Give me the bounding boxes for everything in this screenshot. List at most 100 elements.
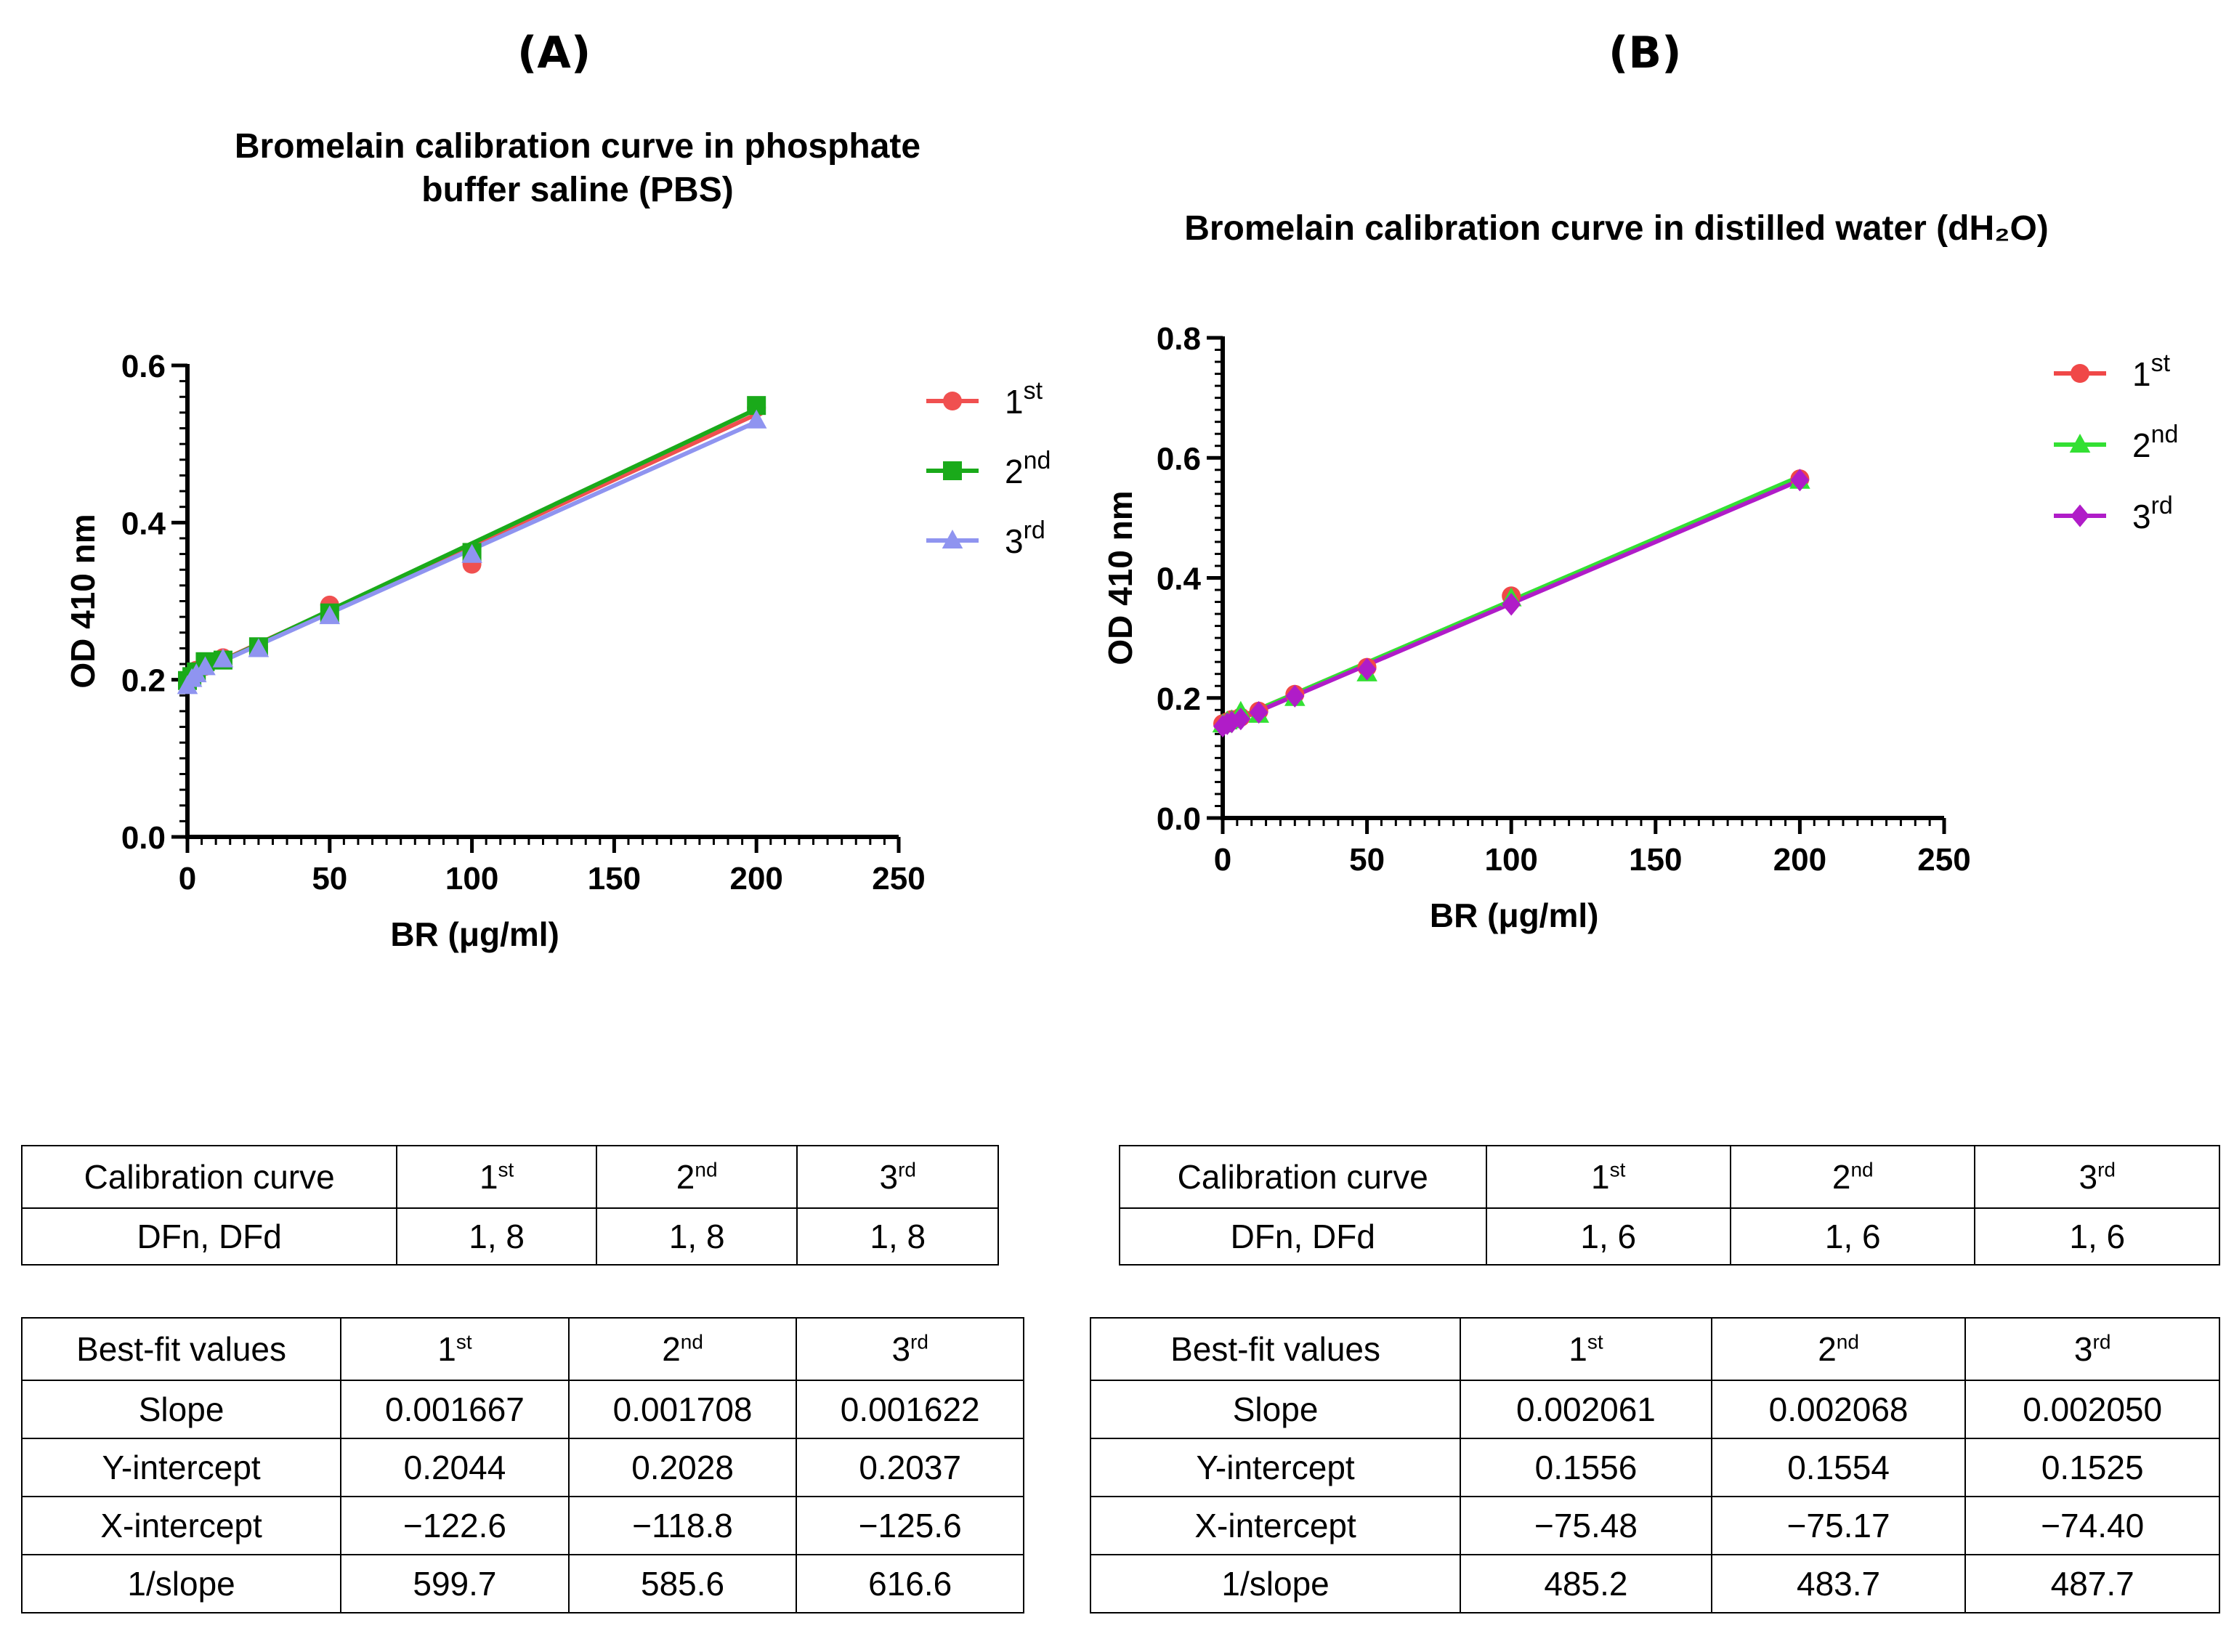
- data-point: [319, 605, 341, 625]
- table-cell: X-intercept: [1089, 1496, 1462, 1555]
- legend: 1st 2nd 3rd: [2054, 349, 2178, 535]
- table-cell: 616.6: [796, 1554, 1024, 1613]
- table-cell: 0.1556: [1460, 1438, 1712, 1497]
- y-tick-label: 0.6: [121, 349, 166, 384]
- table-cell: 0.002061: [1460, 1380, 1712, 1439]
- table-cell: 0.2037: [796, 1438, 1024, 1497]
- legend-marker: [2071, 364, 2089, 383]
- table-cell: 0.2028: [567, 1438, 798, 1497]
- y-tick-label: 0.4: [121, 506, 166, 541]
- table-cell: X-intercept: [20, 1496, 342, 1555]
- table-cell: 599.7: [340, 1554, 570, 1613]
- data-point: [195, 656, 216, 676]
- table-header-cell: 3rd: [796, 1145, 999, 1209]
- table-cell: 1, 6: [1729, 1207, 1976, 1266]
- table-header-row: Best-fit values 1st 2nd 3rd: [20, 1317, 1024, 1381]
- table-row: Y-intercept 0.1556 0.1554 0.1525: [1089, 1438, 2220, 1497]
- table-header-cell: 2nd: [1710, 1317, 1967, 1381]
- chart-b-title: Bromelain calibration curve in distilled…: [1090, 207, 2143, 251]
- x-tick-label: 50: [1349, 842, 1385, 878]
- table-header-cell: 1st: [1460, 1317, 1712, 1381]
- y-axis-label: OD 410 nm: [64, 514, 102, 688]
- chart-b: 0 50 100 150 200 250 0.0 0.2 0.4 0.6 0.8 BR (μg/ml)…: [1101, 321, 2178, 934]
- table-header-cell: Calibration curve: [20, 1145, 398, 1209]
- table-cell: DFn, DFd: [20, 1207, 398, 1266]
- table-cell: 1, 6: [1974, 1207, 2220, 1266]
- y-tick-label: 0.0: [121, 820, 166, 856]
- table-cell: Y-intercept: [20, 1438, 342, 1497]
- table-cell: 487.7: [1964, 1554, 2220, 1613]
- x-axis-label: BR (μg/ml): [390, 915, 559, 953]
- x-tick-label: 0: [179, 861, 196, 896]
- x-tick-label: 0: [1214, 842, 1231, 878]
- series-3-points: [1213, 469, 1810, 738]
- table-cell: Slope: [1089, 1380, 1462, 1439]
- legend-label: 2nd: [2132, 421, 2178, 464]
- table-cell: 0.1525: [1964, 1438, 2220, 1497]
- table-cell: DFn, DFd: [1119, 1207, 1487, 1266]
- data-point: [1790, 469, 1810, 492]
- table-row: Slope 0.002061 0.002068 0.002050: [1089, 1380, 2220, 1439]
- x-tick-label: 150: [1629, 842, 1682, 878]
- legend-marker: [2069, 434, 2091, 453]
- y-tick-label: 0.0: [1157, 801, 1201, 837]
- legend-item: 2nd: [2054, 421, 2178, 464]
- table-cell: −75.48: [1460, 1496, 1712, 1555]
- table-row: DFn, DFd 1, 8 1, 8 1, 8: [20, 1207, 999, 1266]
- table-cell: 0.1554: [1710, 1438, 1967, 1497]
- table-cell: 485.2: [1460, 1554, 1712, 1613]
- table-row: 1/slope 485.2 483.7 487.7: [1089, 1554, 2220, 1613]
- x-tick-label: 200: [729, 861, 782, 896]
- table-row: DFn, DFd 1, 6 1, 6 1, 6: [1119, 1207, 2220, 1266]
- table-cell: 1, 8: [796, 1207, 999, 1266]
- x-tick-label: 250: [872, 861, 925, 896]
- x-tick-label: 100: [445, 861, 498, 896]
- panel-a-label: (A): [517, 28, 591, 78]
- y-tick-label: 0.2: [121, 663, 166, 699]
- table-header-cell: 3rd: [1964, 1317, 2220, 1381]
- table-cell: 483.7: [1710, 1554, 1967, 1613]
- x-axis-label: BR (μg/ml): [1430, 896, 1599, 934]
- table-header-cell: 2nd: [567, 1317, 798, 1381]
- chart-a-title: Bromelain calibration curve in phosphate…: [145, 125, 1010, 212]
- legend-item: 1st: [2054, 349, 2171, 393]
- table-cell: 1, 8: [396, 1207, 597, 1266]
- table-a-best-fit: Best-fit values 1st 2nd 3rd Slope 0.001667 0.0…: [20, 1317, 1024, 1613]
- table-header-cell: Calibration curve: [1119, 1145, 1487, 1209]
- table-cell: −122.6: [340, 1496, 570, 1555]
- legend-label: 1st: [2132, 349, 2171, 393]
- legend-marker: [943, 392, 962, 410]
- data-point: [248, 638, 270, 657]
- table-header-cell: 2nd: [1729, 1145, 1976, 1209]
- table-header-row: Best-fit values 1st 2nd 3rd: [1089, 1317, 2220, 1381]
- table-header-row: Calibration curve 1st 2nd 3rd: [20, 1145, 999, 1209]
- table-cell: −125.6: [796, 1496, 1024, 1555]
- table-header-cell: 2nd: [595, 1145, 798, 1209]
- table-header-cell: 1st: [340, 1317, 570, 1381]
- table-row: Y-intercept 0.2044 0.2028 0.2037: [20, 1438, 1024, 1497]
- x-tick-label: 50: [312, 861, 347, 896]
- panel-b-label: (B): [1608, 28, 1682, 78]
- y-tick-label: 0.6: [1157, 441, 1201, 477]
- series-3-points: [177, 409, 767, 695]
- chart-a: 0 50 100 150 200 250 0.0 0.2 0.4 0.6 BR (μg/ml) OD …: [64, 349, 1051, 953]
- table-row: X-intercept −122.6 −118.8 −125.6: [20, 1496, 1024, 1555]
- table-cell: −118.8: [567, 1496, 798, 1555]
- table-cell: Slope: [20, 1380, 342, 1439]
- x-tick-label: 100: [1484, 842, 1537, 878]
- table-header-cell: 3rd: [796, 1317, 1024, 1381]
- data-point: [745, 409, 767, 429]
- axes: 0 50 100 150 200 250 0.0 0.2 0.4 0.6 BR (μg/ml) OD …: [64, 349, 926, 953]
- table-cell: 0.001708: [567, 1380, 798, 1439]
- table-cell: −74.40: [1964, 1496, 2220, 1555]
- table-cell: Y-intercept: [1089, 1438, 1462, 1497]
- x-tick-label: 200: [1773, 842, 1826, 878]
- table-header-cell: Best-fit values: [20, 1317, 342, 1381]
- legend-item: 3rd: [926, 517, 1045, 560]
- table-header-row: Calibration curve 1st 2nd 3rd: [1119, 1145, 2220, 1209]
- table-cell: 1/slope: [20, 1554, 342, 1613]
- legend-item: 3rd: [2054, 492, 2173, 535]
- y-tick-label: 0.2: [1157, 681, 1201, 717]
- table-cell: 0.001622: [796, 1380, 1024, 1439]
- data-point: [1502, 593, 1521, 616]
